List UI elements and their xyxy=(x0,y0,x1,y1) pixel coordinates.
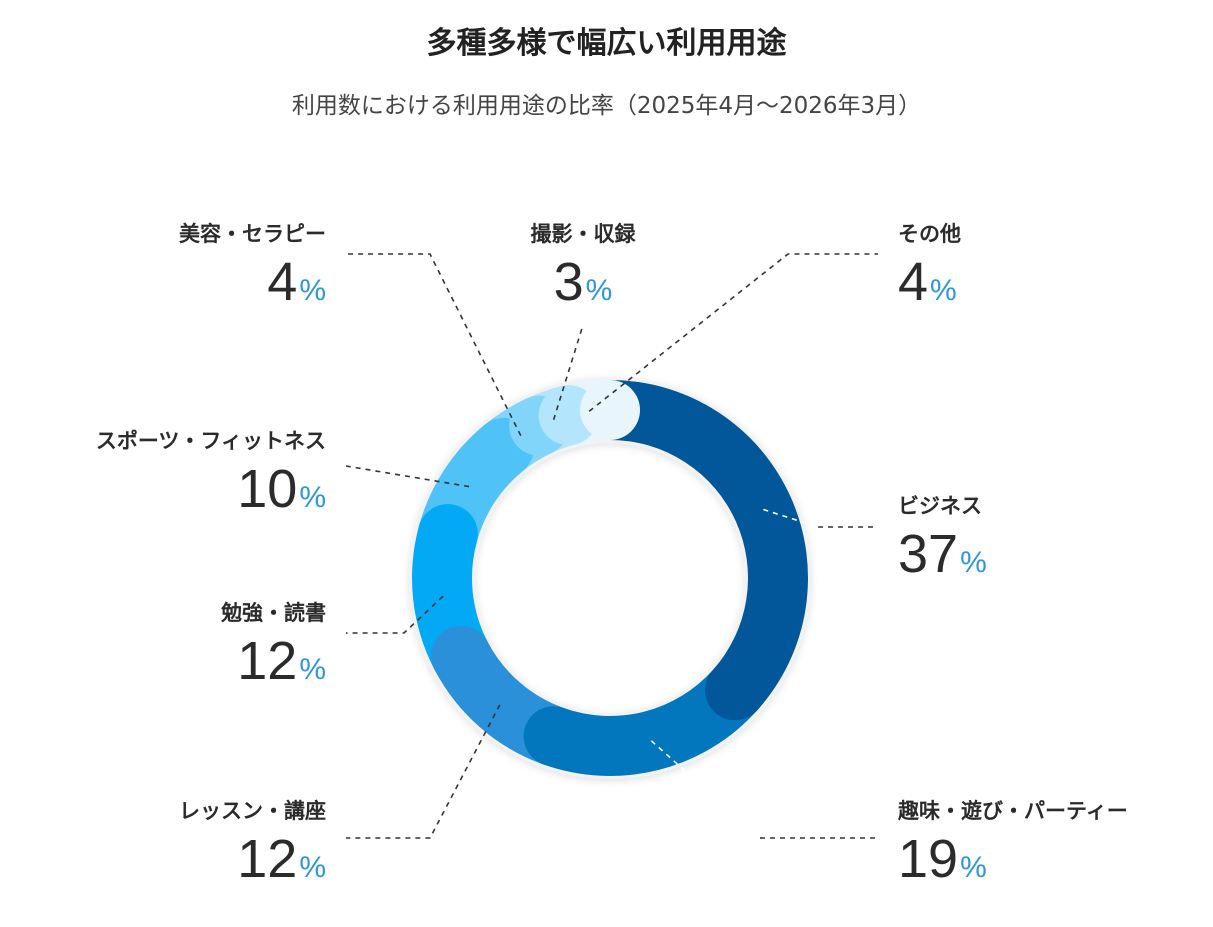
label-study-reading: 勉強・読書 12% xyxy=(221,597,326,701)
value-label: 19 xyxy=(898,829,959,889)
percent-unit: % xyxy=(960,851,987,884)
percent-unit: % xyxy=(585,274,613,307)
percent-unit: % xyxy=(299,481,326,514)
category-label: スポーツ・フィットネス xyxy=(95,430,326,453)
percent-unit: % xyxy=(299,653,326,686)
leader-line-photo-recording xyxy=(552,324,584,420)
label-lesson-course: レッスン・講座 12% xyxy=(179,795,326,899)
value-label: 4 xyxy=(898,252,929,312)
slice-cap-business xyxy=(705,660,766,721)
label-beauty-therapy: 美容・セラピー 4% xyxy=(179,218,326,322)
leader-line-other xyxy=(588,253,878,412)
leader-line-hobby-party xyxy=(650,740,878,839)
percent-unit: % xyxy=(299,274,326,307)
leader-line-study-reading xyxy=(346,595,444,634)
slice-hobby-party xyxy=(543,670,758,776)
percent-unit: % xyxy=(299,851,326,884)
chart-subtitle: 利用数における利用用途の比率（2025年4月〜2026年3月） xyxy=(291,93,922,119)
category-label: レッスン・講座 xyxy=(179,800,326,823)
leader-line-beauty-therapy xyxy=(346,253,522,437)
label-photo-recording: 撮影・収録 3% xyxy=(483,218,683,322)
value-label: 12 xyxy=(237,829,298,889)
label-business: ビジネス 37% xyxy=(898,490,987,594)
slice-cap-other xyxy=(580,380,640,440)
category-label: 勉強・読書 xyxy=(221,602,326,625)
slice-cap-lesson-course xyxy=(431,625,492,686)
label-other: その他 4% xyxy=(898,218,961,322)
label-sports-fitness: スポーツ・フィットネス 10% xyxy=(96,425,326,529)
percent-unit: % xyxy=(930,274,957,307)
category-label: ビジネス xyxy=(898,495,982,518)
leader-line-lesson-course xyxy=(346,704,501,839)
category-label: 趣味・遊び・パーティー xyxy=(898,800,1128,823)
slice-cap-study-reading xyxy=(417,504,478,565)
value-label: 12 xyxy=(237,631,298,691)
percent-unit: % xyxy=(960,546,987,579)
value-label: 4 xyxy=(267,252,298,312)
leader-line-sports-fitness xyxy=(345,465,470,488)
category-label: 撮影・収録 xyxy=(530,223,636,246)
slice-cap-hobby-party xyxy=(523,706,584,767)
category-label: 美容・セラピー xyxy=(179,223,326,246)
category-label: その他 xyxy=(898,223,961,246)
label-hobby-party: 趣味・遊び・パーティー 19% xyxy=(898,795,1128,899)
chart-title: 多種多様で幅広い利用用途 xyxy=(426,26,787,61)
value-label: 10 xyxy=(237,459,298,519)
value-label: 3 xyxy=(553,252,584,312)
value-label: 37 xyxy=(898,524,959,584)
slice-business xyxy=(610,380,808,711)
